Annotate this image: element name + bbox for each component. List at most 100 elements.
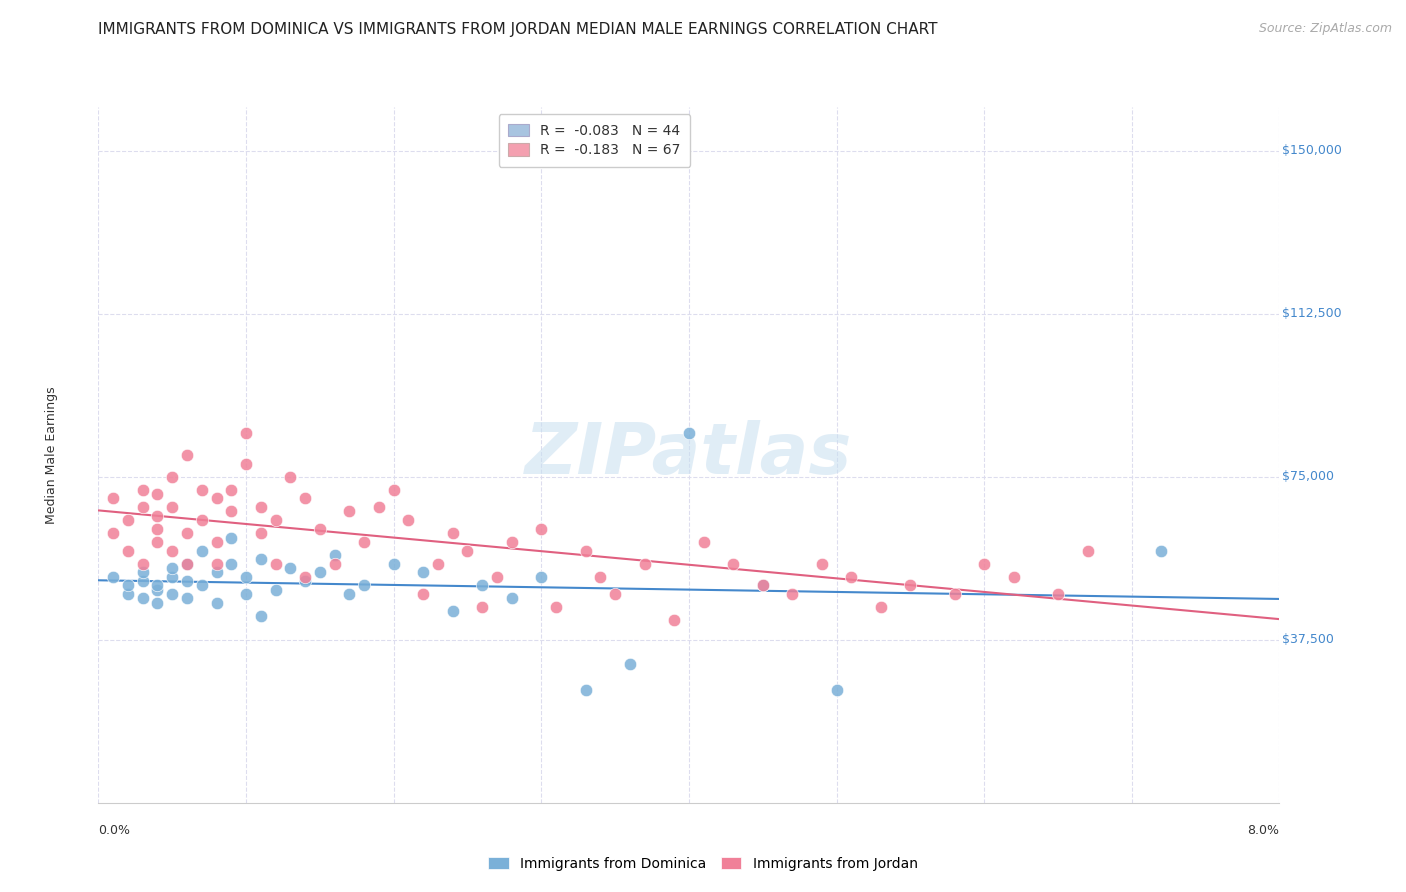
Point (633, 557, 655, 571)
Point (943, 587, 966, 601)
Point (693, 535, 716, 549)
Point (162, 469, 183, 483)
Point (235, 570, 257, 584)
Point (250, 526, 273, 541)
Point (264, 582, 287, 597)
Point (782, 587, 804, 601)
Point (367, 500, 389, 514)
Point (146, 582, 169, 597)
Point (146, 522, 169, 536)
Point (176, 448, 198, 462)
Point (162, 587, 183, 601)
Point (1002, 570, 1025, 584)
Point (132, 483, 155, 497)
Point (250, 608, 273, 623)
Point (117, 587, 139, 601)
Point (205, 535, 228, 549)
Point (574, 682, 596, 697)
Point (751, 578, 773, 592)
Point (412, 587, 434, 601)
Point (132, 574, 155, 588)
Point (132, 557, 155, 571)
Point (162, 543, 183, 558)
Text: Median Male Earnings: Median Male Earnings (45, 386, 58, 524)
Legend: Immigrants from Dominica, Immigrants from Jordan: Immigrants from Dominica, Immigrants fro… (482, 851, 924, 876)
Point (353, 535, 375, 549)
Point (664, 613, 686, 627)
Point (250, 500, 273, 514)
Point (235, 457, 257, 471)
Text: $112,500: $112,500 (1282, 307, 1341, 320)
Point (839, 570, 862, 584)
Point (278, 469, 301, 483)
Point (205, 566, 228, 580)
Point (898, 578, 921, 592)
Point (219, 483, 242, 497)
Point (146, 578, 169, 592)
Point (810, 557, 832, 571)
Point (176, 557, 198, 571)
Point (1046, 587, 1069, 601)
Point (619, 657, 641, 671)
Point (530, 522, 553, 536)
Point (544, 600, 567, 615)
Point (751, 578, 773, 592)
Point (264, 557, 287, 571)
Point (337, 504, 360, 518)
Point (382, 483, 405, 497)
Point (103, 526, 124, 541)
Point (441, 526, 464, 541)
Point (117, 578, 139, 592)
Text: IMMIGRANTS FROM DOMINICA VS IMMIGRANTS FROM JORDAN MEDIAN MALE EARNINGS CORRELAT: IMMIGRANTS FROM DOMINICA VS IMMIGRANTS F… (98, 22, 938, 37)
Point (471, 578, 494, 592)
Text: $75,000: $75,000 (1282, 470, 1334, 483)
Point (308, 566, 332, 580)
Point (973, 557, 995, 571)
Text: $37,500: $37,500 (1282, 633, 1334, 646)
Point (1150, 543, 1173, 558)
Text: $150,000: $150,000 (1282, 144, 1341, 157)
Legend: R =  -0.083   N = 44, R =  -0.183   N = 67: R = -0.083 N = 44, R = -0.183 N = 67 (499, 114, 690, 167)
Point (146, 596, 169, 610)
Point (205, 557, 228, 571)
Point (294, 574, 316, 588)
Point (117, 513, 139, 527)
Point (219, 531, 242, 545)
Point (162, 561, 183, 575)
Point (323, 548, 346, 562)
Point (235, 426, 257, 441)
Point (1077, 543, 1099, 558)
Point (308, 522, 332, 536)
Point (132, 500, 155, 514)
Point (117, 543, 139, 558)
Point (869, 600, 891, 615)
Point (485, 570, 508, 584)
Point (678, 426, 700, 441)
Point (176, 526, 198, 541)
Point (191, 483, 214, 497)
Point (471, 600, 494, 615)
Text: ZIPatlas: ZIPatlas (526, 420, 852, 490)
Text: 8.0%: 8.0% (1247, 823, 1279, 837)
Point (589, 570, 612, 584)
Point (132, 566, 155, 580)
Point (162, 500, 183, 514)
Point (176, 591, 198, 606)
Point (501, 535, 523, 549)
Point (235, 587, 257, 601)
Point (191, 543, 214, 558)
Point (396, 513, 419, 527)
Point (219, 557, 242, 571)
Text: 0.0%: 0.0% (98, 823, 131, 837)
Point (353, 578, 375, 592)
Point (176, 557, 198, 571)
Point (250, 552, 273, 566)
Point (205, 596, 228, 610)
Point (337, 587, 360, 601)
Point (103, 491, 124, 506)
Point (382, 557, 405, 571)
Point (426, 557, 449, 571)
Point (162, 570, 183, 584)
Text: Source: ZipAtlas.com: Source: ZipAtlas.com (1258, 22, 1392, 36)
Point (501, 591, 523, 606)
